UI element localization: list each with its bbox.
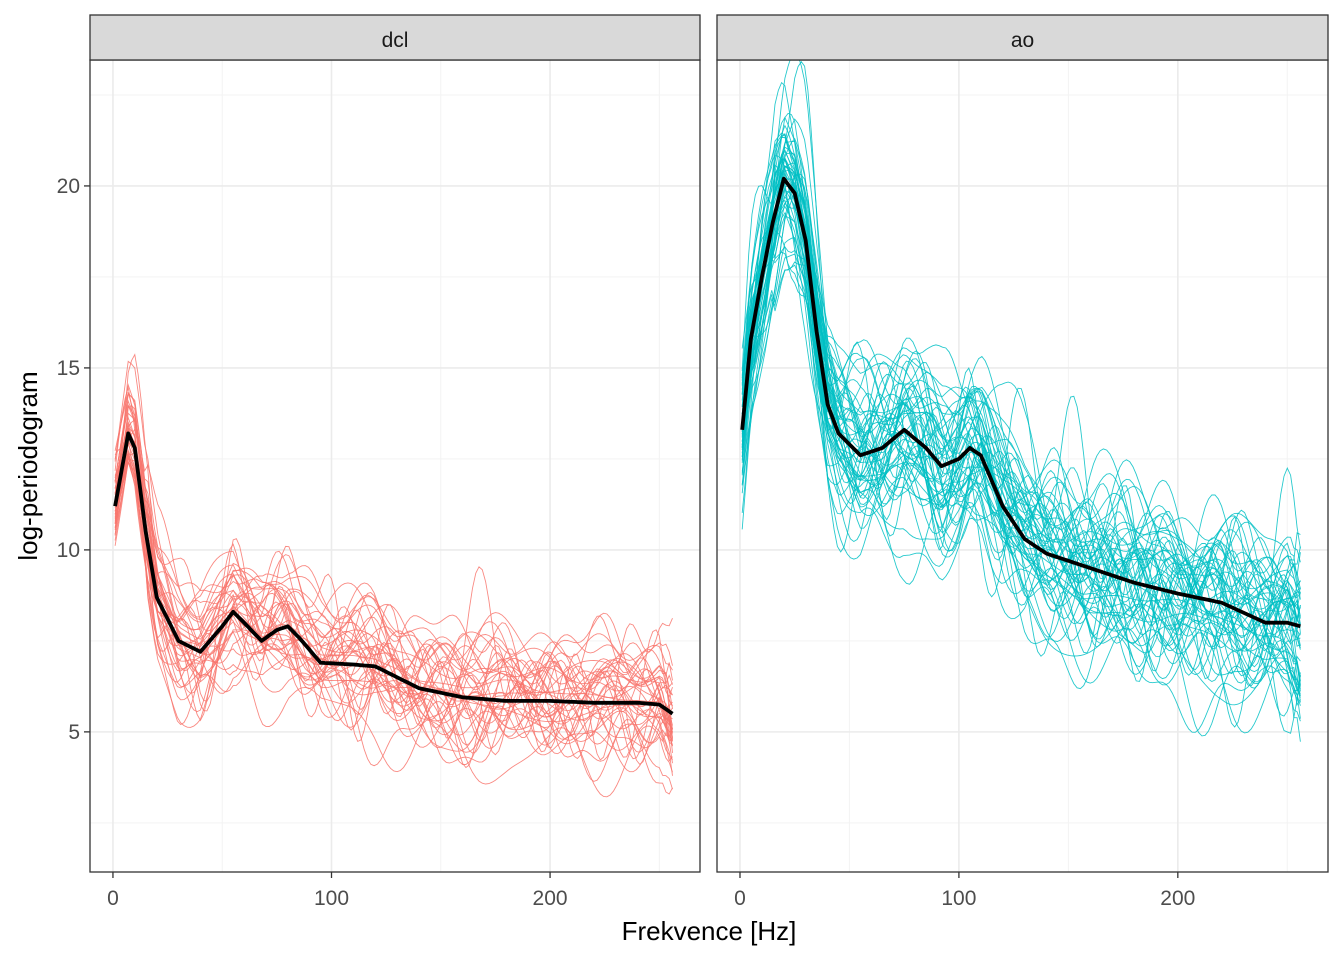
curve-ao	[741, 146, 1301, 617]
curve-dcl	[114, 391, 673, 671]
curve-ao	[741, 189, 1301, 703]
curve-ao	[741, 112, 1301, 671]
facet-strip	[716, 14, 1329, 61]
curve-ao	[741, 214, 1301, 695]
y-tick-label: 15	[57, 357, 80, 380]
curve-ao	[741, 81, 1301, 631]
panel-ao: ao 0 100 200	[716, 14, 1329, 910]
curve-ao	[741, 132, 1301, 637]
curve-ao	[741, 253, 1301, 706]
x-tick-label: 0	[734, 887, 746, 910]
curve-dcl	[114, 387, 673, 769]
curve-dcl	[114, 412, 673, 707]
curve-ao	[741, 162, 1301, 625]
curve-ao	[741, 141, 1301, 605]
x-axis-title: Frekvence [Hz]	[622, 916, 797, 946]
curve-ao	[741, 243, 1301, 685]
curve-dcl	[114, 455, 673, 752]
mean-curve-dcl	[113, 431, 674, 716]
curve-dcl	[114, 420, 673, 698]
x-tick-label: 100	[941, 887, 976, 910]
curve-dcl	[114, 403, 673, 749]
x-tick-label: 200	[1160, 887, 1195, 910]
y-tick-label: 10	[57, 539, 80, 562]
curves-group	[741, 60, 1301, 742]
y-tick-label: 20	[57, 175, 80, 198]
facet-strip-label: ao	[1011, 29, 1034, 52]
x-tick-label: 200	[533, 887, 568, 910]
curve-ao	[741, 149, 1301, 607]
facet-strip-label: dcl	[382, 29, 409, 52]
x-tick-label: 100	[314, 887, 349, 910]
y-axis-title: log-periodogram	[13, 371, 43, 560]
curve-dcl	[114, 399, 673, 688]
x-tick-label: 0	[107, 887, 119, 910]
panel-background	[90, 60, 700, 872]
y-tick-label: 5	[68, 721, 80, 744]
curve-ao	[741, 164, 1301, 627]
curve-ao	[741, 155, 1301, 697]
curve-dcl	[114, 403, 673, 709]
curve-ao	[741, 60, 1301, 647]
curve-dcl	[114, 418, 673, 733]
curve-ao	[741, 179, 1301, 717]
curve-ao	[741, 177, 1301, 707]
panel-background	[717, 60, 1328, 872]
panel-dcl: dcl 0 100 200 5 10 15 20	[57, 14, 701, 910]
curve-ao	[741, 188, 1301, 677]
curve-ao	[741, 264, 1301, 734]
mean-curve-ao	[740, 176, 1301, 629]
curve-ao	[741, 165, 1301, 636]
facet-strip	[89, 14, 701, 61]
curves-group	[114, 353, 673, 798]
curve-dcl	[114, 429, 673, 714]
curve-dcl	[114, 383, 673, 725]
curve-dcl	[114, 393, 673, 755]
curve-dcl	[114, 353, 673, 761]
curve-dcl	[114, 427, 673, 749]
curve-dcl	[114, 428, 673, 747]
curve-dcl	[114, 441, 673, 744]
curve-dcl	[114, 451, 673, 782]
